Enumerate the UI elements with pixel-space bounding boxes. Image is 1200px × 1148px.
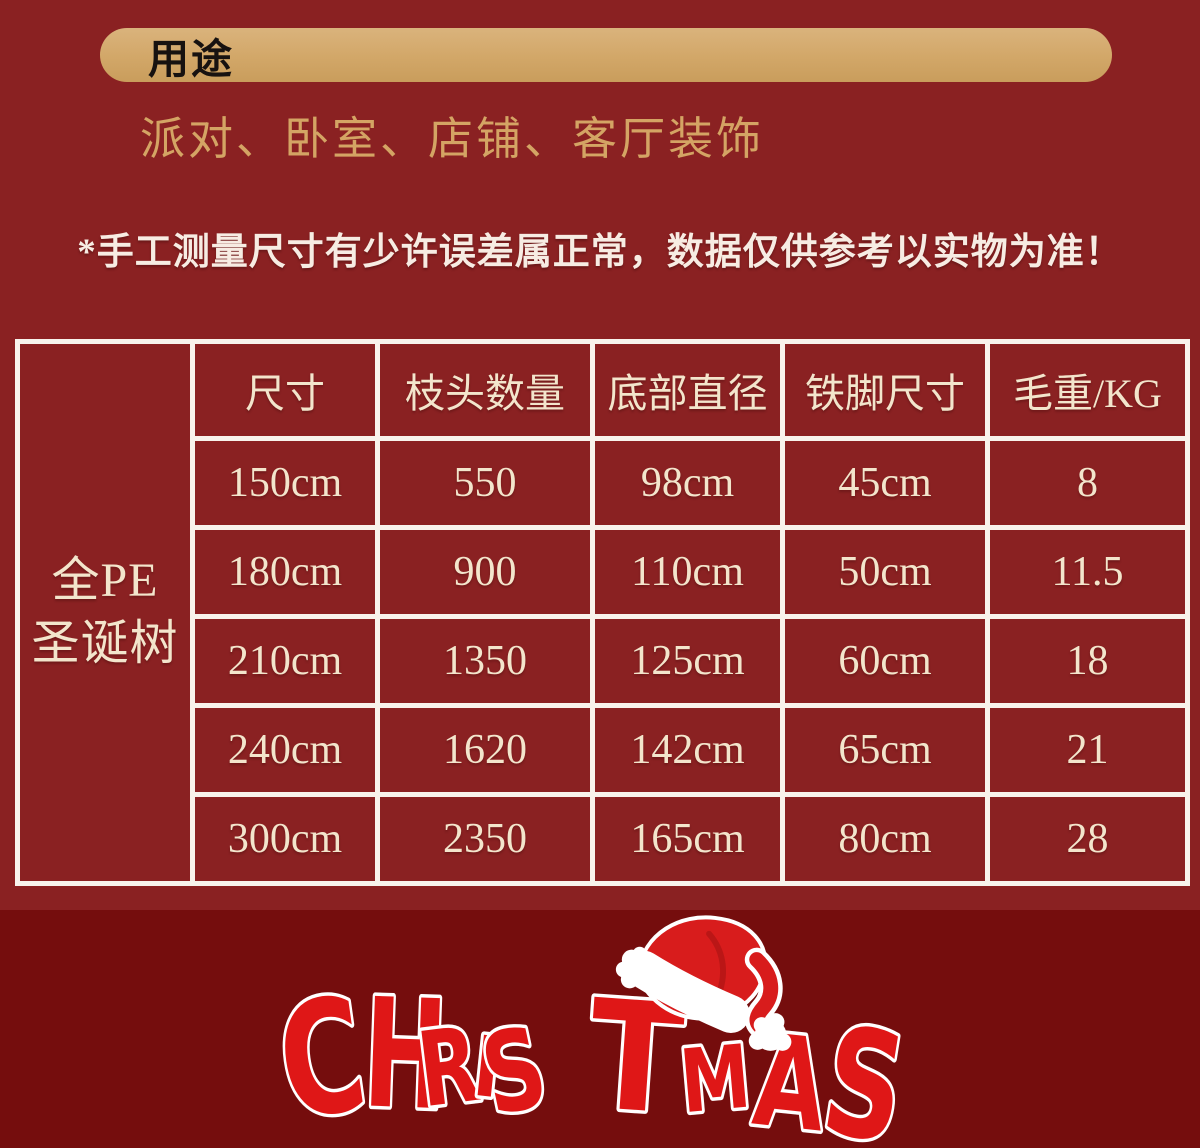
footer-banner: C H R I S T M A S: [0, 910, 1200, 1148]
usage-section-banner: 用途: [100, 28, 1112, 82]
measurement-disclaimer-text: *手工测量尺寸有少许误差属正常，数据仅供参考以实物为准！: [77, 232, 1123, 273]
cell-branches: 900: [375, 525, 595, 619]
cell-weight: 11.5: [985, 525, 1190, 619]
usage-banner-label: 用途: [148, 36, 234, 82]
table-row: 180cm 900 110cm 50cm 11.5: [18, 525, 1190, 619]
cell-foot: 60cm: [780, 614, 990, 708]
cell-size: 150cm: [190, 436, 380, 530]
cell-diameter: 125cm: [590, 614, 785, 708]
product-type-cell: 全PE 圣诞树: [15, 339, 195, 886]
cell-diameter: 142cm: [590, 703, 785, 797]
cell-size: 240cm: [190, 703, 380, 797]
cell-foot: 50cm: [780, 525, 990, 619]
cell-branches: 550: [375, 436, 595, 530]
column-header-branch-count: 枝头数量: [375, 339, 595, 441]
cell-size: 180cm: [190, 525, 380, 619]
cell-size: 300cm: [190, 792, 380, 886]
cell-foot: 65cm: [780, 703, 990, 797]
cell-branches: 2350: [375, 792, 595, 886]
usage-scenarios-text: 派对、卧室、店铺、客厅装饰: [140, 114, 765, 164]
cell-weight: 28: [985, 792, 1190, 886]
cell-weight: 21: [985, 703, 1190, 797]
table-row: 210cm 1350 125cm 60cm 18: [18, 614, 1190, 708]
product-type-line1: 全PE: [51, 554, 159, 608]
cell-size: 210cm: [190, 614, 380, 708]
cell-diameter: 110cm: [590, 525, 785, 619]
column-header-iron-foot-size: 铁脚尺寸: [780, 339, 990, 441]
cell-diameter: 165cm: [590, 792, 785, 886]
cell-weight: 18: [985, 614, 1190, 708]
cell-foot: 80cm: [780, 792, 990, 886]
christmas-logo: C H R I S T M A S: [280, 910, 920, 1148]
cell-branches: 1350: [375, 614, 595, 708]
column-header-bottom-diameter: 底部直径: [590, 339, 785, 441]
logo-letter: H: [361, 966, 450, 1145]
santa-hat-icon: [615, 915, 792, 1051]
product-type-line2: 圣诞树: [31, 616, 179, 670]
table-header-row: 全PE 圣诞树 尺寸 枝头数量 底部直径 铁脚尺寸 毛重/KG: [15, 339, 1190, 886]
table-row: 150cm 550 98cm 45cm 8: [18, 436, 1190, 530]
logo-letter: R: [412, 1005, 486, 1131]
cell-diameter: 98cm: [590, 436, 785, 530]
table-row: 240cm 1620 142cm 65cm 21: [18, 703, 1190, 797]
cell-foot: 45cm: [780, 436, 990, 530]
logo-letter: M: [676, 1026, 754, 1133]
christmas-logo-art: C H R I S T M A S: [280, 915, 919, 1148]
cell-weight: 8: [985, 436, 1190, 530]
cell-branches: 1620: [375, 703, 595, 797]
table-row: 300cm 2350 165cm 80cm 28: [18, 792, 1190, 886]
column-header-gross-weight: 毛重/KG: [985, 339, 1190, 441]
column-header-size: 尺寸: [190, 339, 380, 441]
spec-table: 全PE 圣诞树 尺寸 枝头数量 底部直径 铁脚尺寸 毛重/KG 150cm 55…: [15, 339, 1190, 886]
